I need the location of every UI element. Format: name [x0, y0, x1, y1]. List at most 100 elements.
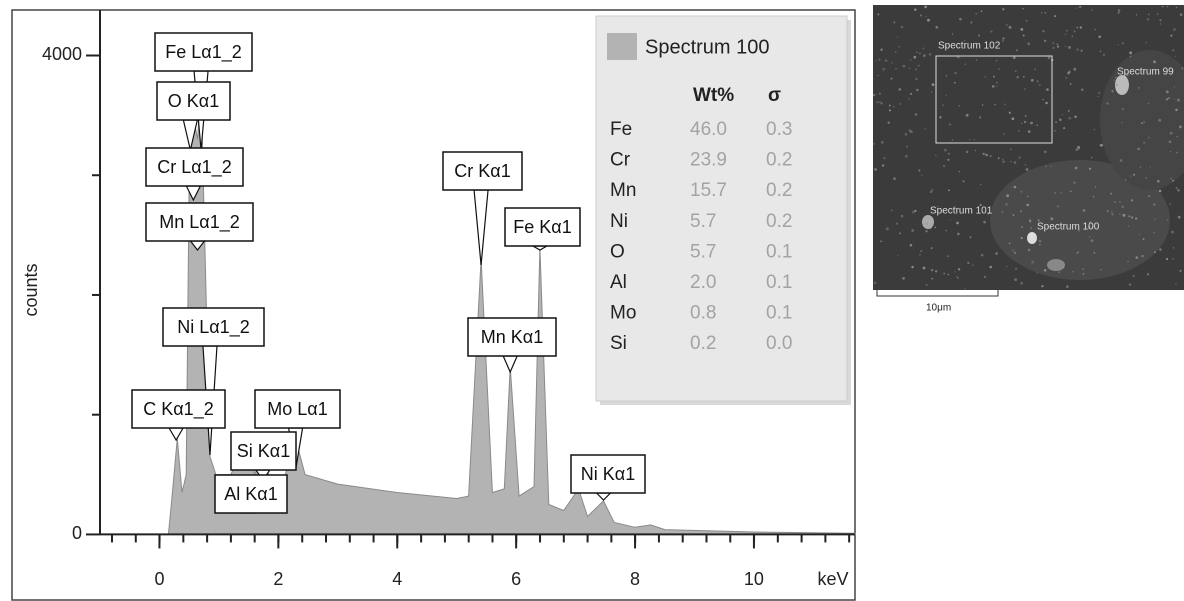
speckle — [873, 94, 875, 96]
speckle — [1076, 8, 1077, 9]
speckle — [1182, 67, 1184, 69]
speckle — [1078, 147, 1080, 149]
speckle — [1168, 97, 1170, 99]
speckle — [891, 210, 892, 211]
speckle — [914, 210, 916, 212]
speckle — [1026, 204, 1029, 207]
speckle — [1002, 161, 1004, 163]
speckle — [975, 13, 976, 14]
speckle — [1031, 79, 1034, 82]
speckle — [1009, 26, 1012, 29]
speckle — [1153, 232, 1154, 233]
speckle — [909, 68, 910, 69]
speckle — [945, 95, 946, 96]
x-tick-label: 8 — [630, 569, 640, 589]
speckle — [923, 266, 926, 269]
speckle — [1172, 49, 1174, 51]
speckle — [1028, 249, 1031, 252]
speckle — [1098, 35, 1101, 38]
speckle — [1020, 210, 1022, 212]
image-label: Spectrum 100 — [1037, 222, 1100, 233]
table-value: 23.9 — [690, 150, 727, 171]
speckle — [967, 262, 969, 264]
image-label: Spectrum 101 — [930, 206, 993, 217]
speckle — [905, 155, 908, 158]
table-element: Al — [610, 272, 627, 293]
speckle — [1100, 51, 1101, 52]
annotation-label: Mn Kα1 — [481, 327, 543, 347]
speckle — [893, 106, 895, 108]
speckle — [1148, 195, 1150, 197]
y-axis-label: counts — [21, 263, 41, 316]
speckle — [873, 143, 875, 145]
speckle — [880, 48, 882, 50]
speckle — [985, 154, 987, 156]
speckle — [889, 109, 891, 111]
speckle — [1148, 137, 1150, 139]
speckle — [877, 13, 879, 15]
speckle — [911, 229, 914, 232]
annotation-label: Ni Lα1_2 — [177, 317, 249, 338]
image-particle — [922, 215, 934, 229]
speckle — [1015, 267, 1017, 269]
speckle — [1065, 46, 1066, 47]
speckle — [1176, 7, 1177, 8]
speckle — [1075, 148, 1078, 151]
speckle — [1031, 261, 1034, 264]
speckle — [1172, 258, 1174, 260]
speckle — [1154, 251, 1156, 253]
speckle — [1074, 30, 1076, 32]
speckle — [964, 288, 965, 289]
speckle — [1020, 191, 1022, 193]
speckle — [915, 68, 917, 70]
speckle — [1119, 201, 1120, 202]
table-header: σ — [768, 85, 781, 106]
speckle — [895, 51, 896, 52]
annotation-label: Al Kα1 — [224, 484, 277, 504]
speckle — [1025, 115, 1027, 117]
speckle — [1148, 103, 1150, 105]
speckle — [943, 165, 945, 167]
speckle — [1133, 275, 1135, 277]
image-particle — [1027, 232, 1037, 244]
speckle — [993, 76, 995, 78]
speckle — [1036, 272, 1037, 273]
speckle — [1070, 191, 1072, 193]
speckle — [1068, 117, 1071, 120]
speckle — [1041, 12, 1042, 13]
annotation-label: C Kα1_2 — [143, 399, 213, 420]
speckle — [914, 56, 917, 59]
speckle — [1170, 178, 1172, 180]
table-element: Si — [610, 333, 627, 354]
speckle — [930, 228, 931, 229]
speckle — [1129, 51, 1132, 54]
speckle — [1076, 48, 1078, 50]
speckle — [978, 34, 980, 36]
speckle — [1169, 203, 1171, 205]
speckle — [983, 221, 986, 224]
speckle — [945, 230, 946, 231]
speckle — [931, 190, 933, 192]
speckle — [1034, 69, 1035, 70]
speckle — [1148, 14, 1150, 16]
speckle — [1042, 99, 1043, 100]
speckle — [947, 159, 949, 161]
speckle — [1012, 249, 1014, 251]
table-sigma: 0.2 — [766, 211, 792, 232]
speckle — [1002, 37, 1004, 39]
speckle — [910, 93, 912, 95]
speckle — [919, 53, 921, 55]
speckle — [1073, 181, 1076, 184]
speckle — [966, 151, 968, 153]
speckle — [1089, 168, 1091, 170]
table-element: Fe — [610, 119, 632, 140]
speckle — [1027, 42, 1030, 45]
speckle — [1145, 42, 1146, 43]
speckle — [952, 33, 953, 34]
speckle — [1089, 236, 1090, 237]
scale-bar-label: 10μm — [926, 303, 951, 314]
speckle — [1159, 248, 1162, 251]
speckle — [893, 177, 896, 180]
speckle — [1130, 175, 1131, 176]
speckle — [1174, 86, 1175, 87]
